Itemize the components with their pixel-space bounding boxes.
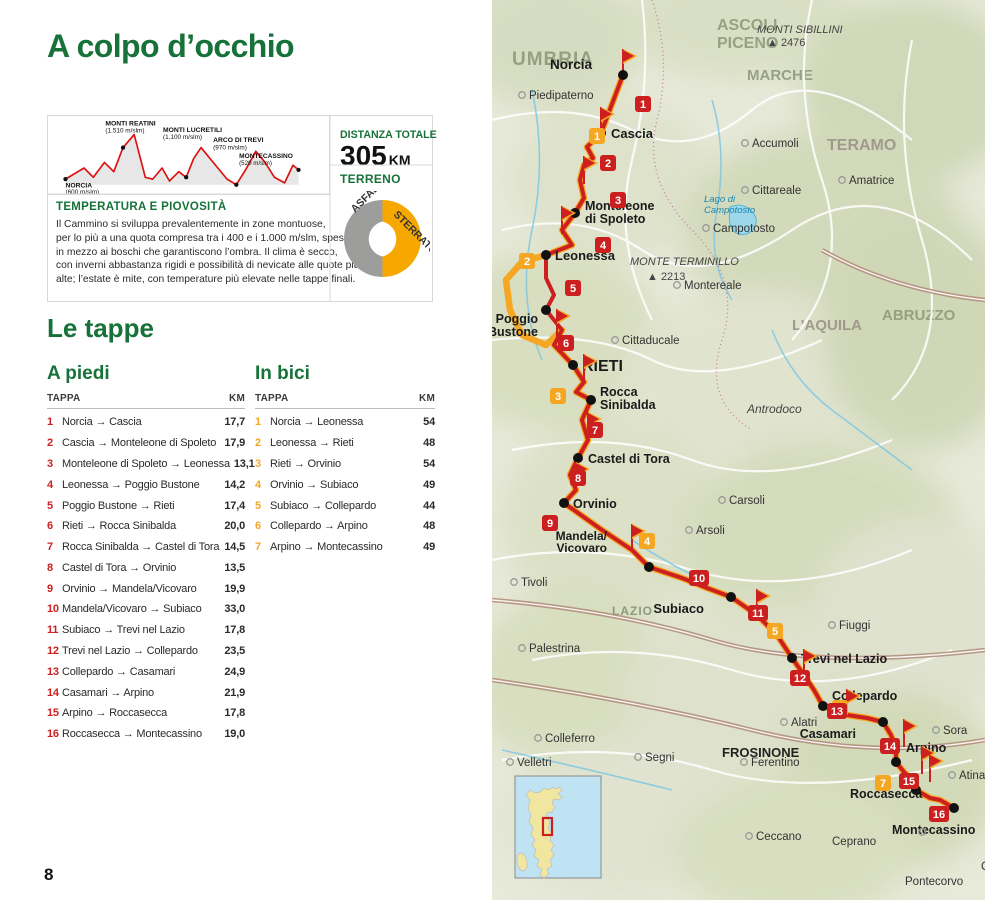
svg-text:7: 7 [880,778,886,790]
svg-text:ABRUZZO: ABRUZZO [882,307,956,324]
svg-text:MONTI SIBILLINI: MONTI SIBILLINI [757,24,843,36]
svg-text:Fiuggi: Fiuggi [839,620,870,632]
svg-text:Vicovaro: Vicovaro [557,541,607,555]
svg-text:3: 3 [555,391,561,403]
svg-text:10: 10 [693,573,705,585]
svg-text:MONTECASSINO: MONTECASSINO [239,153,293,160]
svg-text:Campotosto: Campotosto [704,205,755,216]
svg-text:Norcia: Norcia [550,57,593,72]
svg-text:(1.100 m/slm): (1.100 m/slm) [163,134,202,141]
svg-text:11: 11 [752,608,764,620]
svg-text:Arsoli: Arsoli [696,525,725,537]
svg-text:13: 13 [831,706,843,718]
svg-text:Sinibalda: Sinibalda [600,398,657,412]
svg-text:2: 2 [524,256,530,268]
svg-text:Ceccano: Ceccano [756,831,801,843]
svg-text:8: 8 [575,473,581,485]
svg-text:1: 1 [594,131,600,143]
svg-text:Palestrina: Palestrina [529,643,581,655]
svg-text:MONTI LUCRETILI: MONTI LUCRETILI [163,127,222,134]
svg-text:(970 m/slm): (970 m/slm) [213,144,247,151]
svg-text:Orvinio: Orvinio [573,497,617,511]
svg-text:(1.510 m/slm): (1.510 m/slm) [105,128,144,135]
svg-text:MONTI REATINI: MONTI REATINI [105,120,155,127]
svg-text:Campotosto: Campotosto [713,223,775,235]
svg-text:(600 m/slm): (600 m/slm) [65,189,99,194]
svg-text:4: 4 [600,240,607,252]
svg-text:(520 m/slm): (520 m/slm) [239,160,272,167]
svg-text:Pontecorvo: Pontecorvo [905,876,963,888]
svg-text:14: 14 [884,741,897,753]
svg-text:Antrodoco: Antrodoco [746,402,802,416]
svg-text:16: 16 [933,809,945,821]
svg-text:Ceprano: Ceprano [832,836,876,848]
svg-text:Castel di Tora: Castel di Tora [588,452,671,466]
svg-text:Lago di: Lago di [704,194,736,205]
svg-text:Cittaducale: Cittaducale [622,335,680,347]
svg-text:Poggio: Poggio [496,312,539,326]
svg-text:Velletri: Velletri [517,757,552,769]
svg-text:Cascia: Cascia [611,126,654,141]
svg-text:LAZIO: LAZIO [612,604,653,618]
svg-text:Piedipaterno: Piedipaterno [529,90,594,102]
svg-text:FROSINONE: FROSINONE [722,745,800,760]
svg-text:1: 1 [640,99,646,111]
svg-text:Montereale: Montereale [684,280,742,292]
svg-text:Tivoli: Tivoli [521,577,547,589]
svg-text:▲ 2213: ▲ 2213 [647,271,685,283]
svg-text:Colleferro: Colleferro [545,733,595,745]
svg-text:Atina: Atina [959,770,985,782]
svg-text:di Spoleto: di Spoleto [585,212,646,226]
svg-text:Cittareale: Cittareale [752,185,801,197]
svg-text:Bustone: Bustone [492,325,538,339]
svg-text:Casamari: Casamari [800,727,856,741]
svg-text:4: 4 [644,536,651,548]
svg-text:Montecassino: Montecassino [892,823,976,837]
svg-text:▲ 2476: ▲ 2476 [767,37,805,49]
svg-text:TERAMO: TERAMO [827,137,896,154]
svg-text:3: 3 [615,195,621,207]
svg-text:7: 7 [592,425,598,437]
svg-text:15: 15 [903,776,915,788]
svg-text:Sora: Sora [943,725,968,737]
svg-text:Amatrice: Amatrice [849,175,894,187]
svg-text:Carsoli: Carsoli [729,495,765,507]
svg-text:Alatri: Alatri [791,717,817,729]
svg-text:5: 5 [772,626,778,638]
svg-text:Accumoli: Accumoli [752,138,799,150]
svg-text:2: 2 [605,158,611,170]
svg-text:Rocca: Rocca [600,385,639,399]
svg-text:12: 12 [794,673,806,685]
svg-text:ARCO DI TREVI: ARCO DI TREVI [213,137,263,144]
svg-text:Segni: Segni [645,752,674,764]
svg-text:5: 5 [570,283,576,295]
svg-text:Cassino: Cassino [981,861,985,873]
svg-text:Subiaco: Subiaco [653,601,704,616]
svg-text:6: 6 [563,338,569,350]
svg-text:9: 9 [547,518,553,530]
svg-text:MONTE TERMINILLO: MONTE TERMINILLO [630,256,739,268]
